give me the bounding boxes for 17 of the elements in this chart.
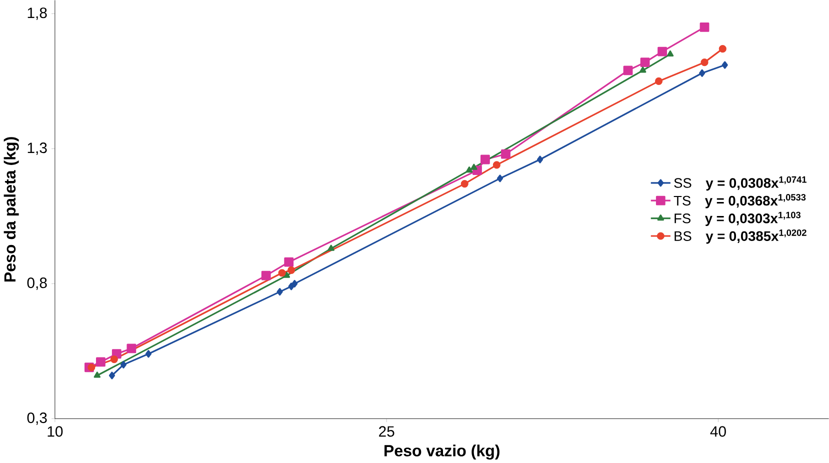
y-tick-label: 0,8 xyxy=(27,277,47,290)
x-axis-title: Peso vazio (kg) xyxy=(384,444,500,460)
legend-label: FS xyxy=(674,213,690,224)
x-tick-label: 40 xyxy=(710,426,726,436)
legend-label: TS xyxy=(674,196,690,206)
annotation: y = 0,0303x$^{1,103}$ xyxy=(704,212,801,226)
annotation: y = 0,0308x$^{1,0741}$ xyxy=(706,176,806,190)
y-axis-title: Peso da paleta (kg) xyxy=(4,136,19,282)
legend-label: BS xyxy=(674,231,692,241)
x-tick-label: 10 xyxy=(48,426,63,436)
x-tick-label: 25 xyxy=(379,426,394,436)
legend-label: SS xyxy=(674,178,692,188)
y-tick-label: 1,8 xyxy=(28,7,47,20)
annotation: y = 0,0385x$^{1,0202}$ xyxy=(706,229,806,244)
y-tick-label: 1,3 xyxy=(28,142,47,155)
annotation: y = 0,0368x$^{1,0533}$ xyxy=(704,194,806,208)
y-tick-label: 0,3 xyxy=(27,412,47,425)
